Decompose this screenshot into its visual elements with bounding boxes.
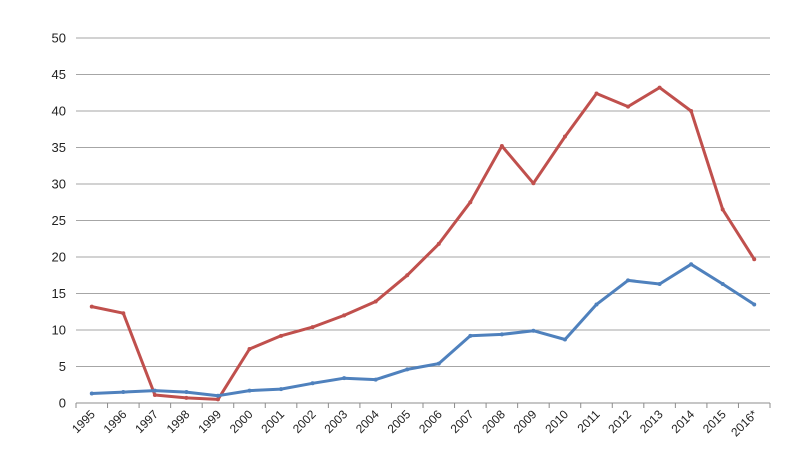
- data-point: [184, 395, 189, 400]
- data-point: [468, 200, 473, 205]
- data-point: [752, 302, 757, 307]
- x-tick-label: 1995: [69, 407, 98, 436]
- y-tick-label: 30: [52, 177, 66, 192]
- data-point: [89, 391, 94, 396]
- data-point: [436, 241, 441, 246]
- x-tick-label: 2006: [416, 407, 445, 436]
- data-point: [531, 181, 536, 186]
- data-point: [436, 361, 441, 366]
- data-point: [152, 388, 157, 393]
- data-point: [310, 325, 315, 330]
- x-tick-label: 2007: [448, 407, 477, 436]
- data-point: [594, 302, 599, 307]
- y-tick-label: 25: [52, 213, 66, 228]
- data-point: [405, 367, 410, 372]
- data-point: [657, 85, 662, 90]
- data-point: [279, 387, 284, 392]
- data-point: [184, 390, 189, 395]
- data-point: [342, 376, 347, 381]
- data-point: [594, 91, 599, 96]
- data-point: [215, 397, 220, 402]
- data-point: [562, 337, 567, 342]
- series-lines: [89, 85, 757, 402]
- x-tick-label: 1996: [101, 407, 130, 436]
- data-point: [531, 328, 536, 333]
- data-point: [89, 304, 94, 309]
- x-tick-label: 2005: [385, 407, 414, 436]
- axes: 0 5 10 15 20 25 30 35 40 45 50 1995 1996 1997 1998 1999…: [52, 31, 771, 439]
- data-point: [657, 282, 662, 287]
- data-point: [373, 299, 378, 304]
- data-point: [405, 273, 410, 278]
- data-point: [562, 134, 567, 139]
- data-point: [342, 313, 347, 318]
- x-tick-label: 2003: [321, 407, 350, 436]
- data-point: [247, 388, 252, 393]
- data-point: [720, 207, 725, 212]
- x-tick-label: 2008: [479, 407, 508, 436]
- data-point: [121, 311, 126, 316]
- data-point: [689, 262, 694, 267]
- data-point: [247, 346, 252, 351]
- x-tick-label: 1999: [195, 407, 224, 436]
- y-tick-label: 5: [59, 359, 66, 374]
- data-point: [626, 104, 631, 109]
- x-tick-label: 2002: [290, 407, 319, 436]
- series-line-2: [90, 262, 756, 398]
- data-point: [626, 278, 631, 283]
- x-tick-label: 2000: [227, 407, 256, 436]
- data-point: [279, 333, 284, 338]
- data-point: [215, 393, 220, 398]
- x-tick-label: 2011: [574, 407, 602, 435]
- x-tick-label: 2001: [258, 407, 287, 436]
- data-point: [752, 257, 757, 262]
- data-point: [468, 333, 473, 338]
- x-tick-label: 2004: [353, 407, 382, 436]
- x-tick-label: 2009: [511, 407, 540, 436]
- data-point: [689, 109, 694, 113]
- x-tick-label: 1998: [164, 407, 193, 436]
- y-tick-label: 15: [52, 286, 66, 301]
- gridlines: [76, 37, 770, 367]
- y-tick-label: 10: [52, 323, 66, 338]
- y-tick-label: 40: [52, 104, 66, 119]
- x-tick-label: 1997: [132, 407, 161, 436]
- data-point: [373, 377, 378, 382]
- y-tick-label: 45: [52, 67, 66, 82]
- x-tick-label: 2015: [700, 407, 729, 436]
- data-point: [152, 392, 157, 397]
- x-tick-label: 2014: [668, 407, 697, 436]
- y-tick-label: 50: [52, 31, 66, 46]
- x-tick-label: 2013: [637, 407, 666, 436]
- x-tick-label: 2010: [542, 407, 571, 436]
- data-point: [720, 282, 725, 287]
- data-point: [499, 144, 504, 149]
- series-line-1: [90, 86, 756, 401]
- data-point: [121, 390, 126, 395]
- x-tick-label: 2016*: [728, 407, 760, 439]
- x-tick-label: 2012: [605, 407, 634, 436]
- data-point: [499, 332, 504, 337]
- y-tick-label: 0: [59, 396, 66, 411]
- y-tick-label: 35: [52, 140, 66, 155]
- y-tick-label: 20: [52, 250, 66, 265]
- data-point: [310, 381, 315, 386]
